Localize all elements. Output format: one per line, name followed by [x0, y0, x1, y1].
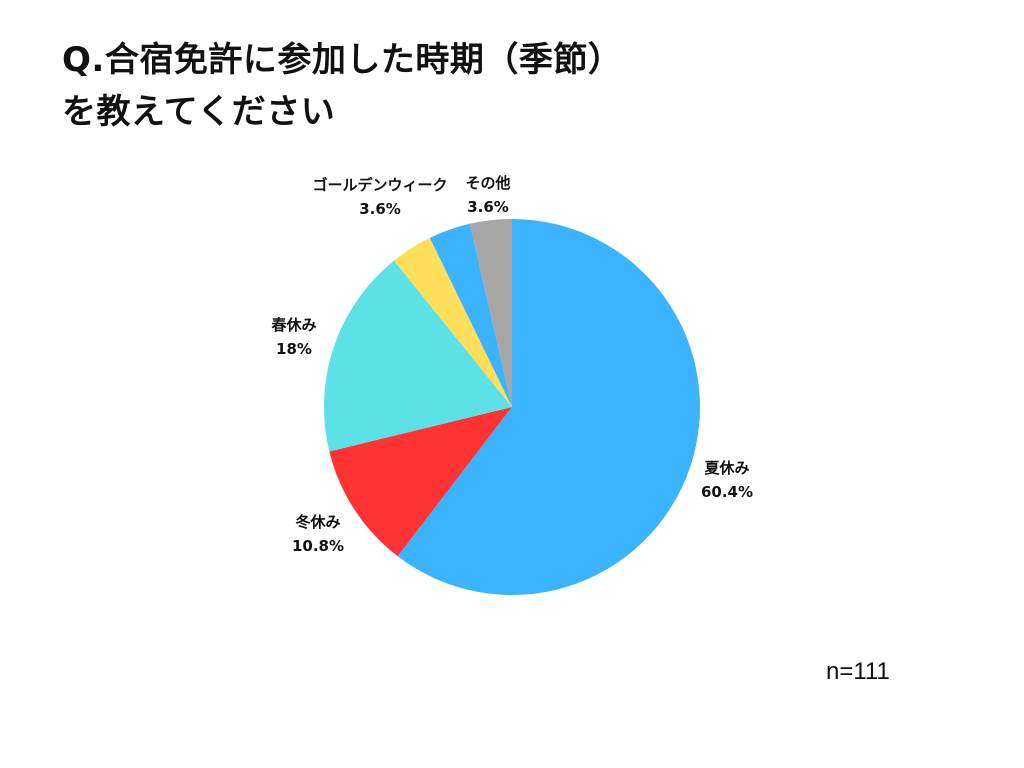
sample-size-label: n=111 — [826, 658, 890, 685]
pie-slice-1 — [329, 407, 512, 557]
pie-slice-3 — [393, 237, 512, 407]
slice-label-5: その他 — [465, 174, 510, 192]
slice-value-label-5: 3.6% — [467, 198, 509, 216]
slice-value-label-1: 10.8% — [292, 537, 344, 555]
pie-slice-0 — [397, 219, 701, 595]
pie-slices — [323, 219, 701, 595]
slice-value-label-0: 60.4% — [701, 483, 753, 501]
slice-label-2: 春休み — [271, 316, 316, 334]
slice-value-label-3: 3.6% — [359, 200, 401, 218]
pie-labels: 夏休み 60.4% 冬休み 10.8% 春休み 18% ゴールデンウィーク 3.6% その他 3.… — [271, 174, 753, 555]
slice-label-1: 冬休み — [295, 513, 340, 531]
slice-value-label-2: 18% — [276, 340, 312, 358]
pie-slice-4 — [429, 223, 512, 407]
chart-title-line-2: を教えてください — [62, 92, 336, 132]
slice-label-3: ゴールデンウィーク — [312, 176, 447, 194]
chart-title-line-1: Q.合宿免許に参加した時期（季節） — [62, 40, 623, 80]
slice-label-0: 夏休み — [703, 459, 749, 477]
pie-slice-2 — [323, 260, 512, 452]
chart-title: Q.合宿免許に参加した時期（季節） を教えてください — [62, 34, 622, 138]
pie-slice-5 — [469, 219, 512, 407]
